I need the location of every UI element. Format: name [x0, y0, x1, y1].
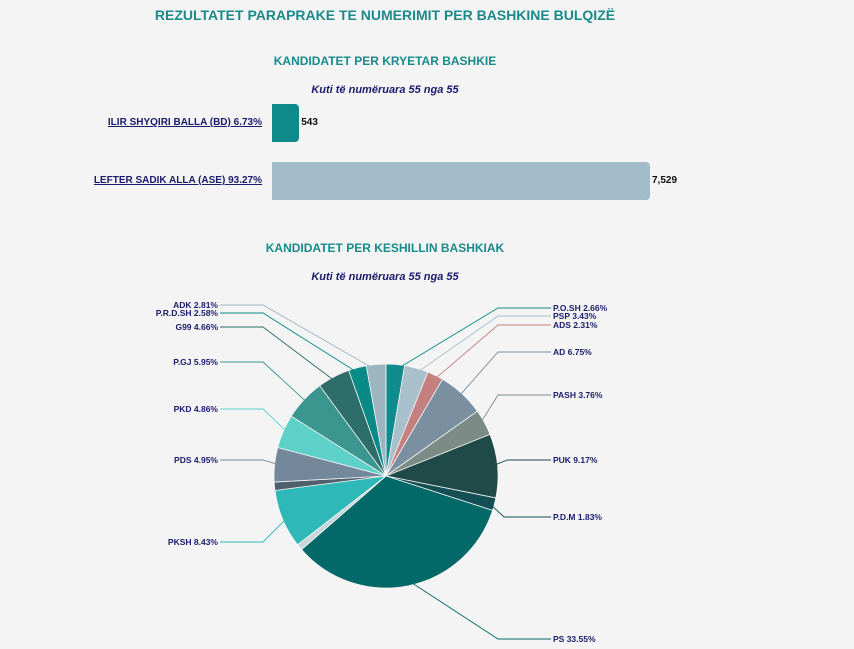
pie-slice-label: PSP 3.43%: [553, 311, 597, 321]
council-chart-subtitle: Kuti të numëruara 55 nga 55: [311, 271, 459, 283]
mayor-chart-subtitle: Kuti të numëruara 55 nga 55: [311, 84, 459, 96]
pie-slice: [301, 475, 494, 589]
pie-slice-label: P.R.D.SH 2.58%: [156, 308, 219, 318]
pie-slice-label: PDS 4.95%: [174, 455, 218, 465]
pie-leader-line: [414, 315, 551, 375]
pie-leader-line: [220, 516, 289, 543]
pie-slice: [365, 363, 387, 477]
pie-leader-line: [432, 324, 551, 382]
bar-value-label: 7,529: [652, 175, 678, 186]
bar-category-label[interactable]: ILIR SHYQIRI BALLA (BD) 6.73%: [107, 117, 262, 128]
council-chart-title: KANDIDATET PER KESHILLIN BASHKIAK: [265, 241, 505, 255]
bar-value-label: 543: [301, 117, 318, 128]
pie-slice-label: G99 4.66%: [175, 322, 218, 332]
page-title: REZULTATET PARAPRAKE TE NUMERIMIT PER BA…: [154, 7, 616, 23]
pie-slice-label: PASH 3.76%: [553, 390, 603, 400]
pie-leader-line: [220, 408, 290, 435]
pie-leader-line: [394, 307, 551, 371]
pie-leader-line: [407, 579, 551, 640]
pie-slice-label: AD 6.75%: [553, 347, 592, 357]
pie-slice-label: PUK 9.17%: [553, 455, 598, 465]
pie-slice-label: ADS 2.31%: [553, 320, 598, 330]
bar-mark: [272, 104, 300, 142]
pie-leader-line: [478, 394, 551, 426]
bar-mark: [272, 162, 650, 200]
pie-leader-line: [457, 351, 551, 399]
pie-slice-label: PKD 4.86%: [174, 404, 219, 414]
pie-slice-label: P.D.M 1.83%: [553, 512, 602, 522]
pie-slice-label: PKSH 8.43%: [168, 537, 219, 547]
pie-leader-line: [220, 312, 360, 374]
pie-leader-line: [491, 459, 551, 467]
pie-leader-line: [220, 361, 309, 405]
pie-slice-label: PS 33.55%: [553, 634, 596, 644]
pie-slice-label: P.GJ 5.95%: [173, 357, 218, 367]
bar-category-label[interactable]: LEFTER SADIK ALLA (ASE) 93.27%: [93, 175, 262, 186]
mayor-chart-title: KANDIDATET PER KRYETAR BASHKIE: [273, 54, 497, 68]
pie-slice-label: P.O.SH 2.66%: [553, 303, 608, 313]
pie-leader-line: [220, 459, 281, 466]
pie-leader-line: [220, 304, 377, 371]
pie-slice-label: ADK 2.81%: [173, 300, 218, 310]
pie-leader-line: [220, 326, 337, 383]
pie-leader-line: [488, 502, 551, 518]
